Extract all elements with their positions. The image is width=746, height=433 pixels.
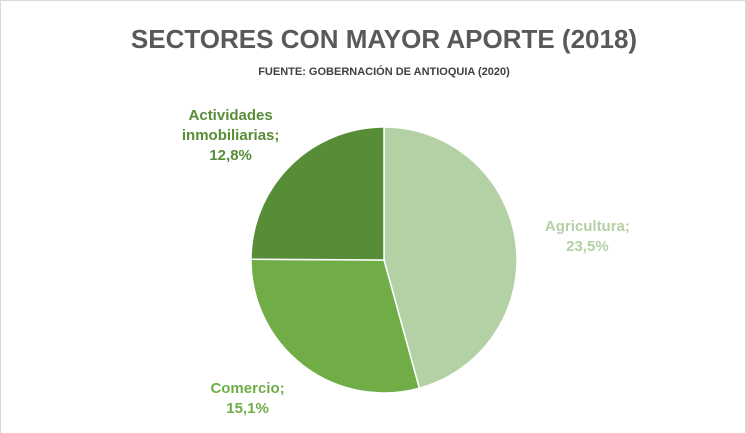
data-label: Comercio; 15,1% <box>183 379 313 419</box>
data-label: Agricultura; 23,5% <box>522 217 652 257</box>
pie-slice <box>383 126 518 390</box>
pie-slice <box>250 126 385 261</box>
chart-subtitle: FUENTE: GOBERNACIÓN DE ANTIOQUIA (2020) <box>258 65 510 78</box>
category-label: Comercio; <box>210 379 285 397</box>
data-label: Actividades inmobiliarias; 12,8% <box>166 106 296 166</box>
value-label: 15,1% <box>226 399 269 417</box>
category-label: Actividades inmobiliarias; <box>181 106 280 144</box>
pie-slice <box>250 258 421 394</box>
value-label: 23,5% <box>566 237 609 255</box>
category-label: Agricultura; <box>544 217 630 235</box>
value-label: 12,8% <box>209 146 252 164</box>
chart-title: SECTORES CON MAYOR APORTE (2018) <box>131 24 637 54</box>
